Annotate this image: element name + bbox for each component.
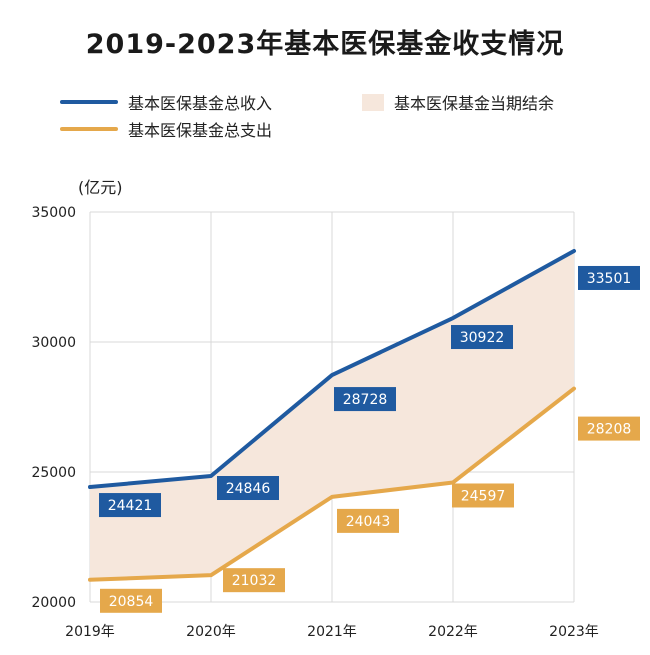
data-label-text: 24846 xyxy=(226,481,271,497)
data-label-box xyxy=(578,265,640,290)
data-label-text: 28208 xyxy=(587,422,632,438)
income-data-label: 24846 xyxy=(217,476,279,501)
data-label-box xyxy=(217,476,279,501)
legend-expense-label: 基本医保基金总支出 xyxy=(128,121,273,140)
legend-income-line-icon xyxy=(60,100,118,104)
y-tick-label: 20000 xyxy=(31,595,76,611)
expense-series-line xyxy=(88,386,576,582)
y-axis-unit-label: (亿元) xyxy=(78,178,123,197)
y-tick-label: 25000 xyxy=(31,465,76,481)
x-tick-label: 2023年 xyxy=(549,624,599,640)
income-data-label: 28728 xyxy=(334,387,396,412)
expense-data-label: 24043 xyxy=(337,508,399,533)
data-label-text: 24421 xyxy=(108,498,153,514)
data-label-box xyxy=(223,568,285,593)
expense-data-label: 21032 xyxy=(223,568,285,593)
income-series-line xyxy=(88,248,576,490)
data-label-box xyxy=(100,588,162,613)
legend-balance-swatch-icon xyxy=(362,93,384,111)
expense-data-label: 28208 xyxy=(578,416,640,441)
legend-balance-label: 基本医保基金当期结余 xyxy=(394,94,555,113)
x-tick-label: 2019年 xyxy=(65,624,115,640)
legend-expense: 基本医保基金总支出 xyxy=(60,117,272,141)
chart-title: 2019-2023年基本医保基金收支情况 xyxy=(85,29,565,60)
expense-data-label: 20854 xyxy=(100,588,162,613)
data-label-box xyxy=(451,325,513,350)
data-label-text: 21032 xyxy=(232,573,277,589)
expense-data-label: 24597 xyxy=(452,483,514,508)
data-label-box xyxy=(334,387,396,412)
legend-expense-line-icon xyxy=(60,127,118,131)
data-label-box xyxy=(452,483,514,508)
legend-income-label: 基本医保基金总收入 xyxy=(128,94,273,113)
data-label-box xyxy=(578,416,640,441)
x-tick-label: 2020年 xyxy=(186,624,236,640)
income-data-label: 30922 xyxy=(451,325,513,350)
income-data-label: 24421 xyxy=(99,493,161,518)
y-tick-label: 30000 xyxy=(31,335,76,351)
data-label-text: 33501 xyxy=(587,271,632,287)
x-tick-label: 2022年 xyxy=(428,624,478,640)
legend-balance: 基本医保基金当期结余 xyxy=(362,90,554,114)
data-label-text: 28728 xyxy=(343,392,388,408)
legend-income: 基本医保基金总收入 xyxy=(60,90,272,114)
data-label-text: 20854 xyxy=(109,594,154,610)
data-label-text: 24597 xyxy=(461,488,506,504)
income-data-label: 33501 xyxy=(578,265,640,290)
y-tick-label: 35000 xyxy=(31,205,76,221)
x-tick-label: 2021年 xyxy=(307,624,357,640)
data-label-text: 24043 xyxy=(346,514,391,530)
data-label-box xyxy=(99,493,161,518)
data-label-text: 30922 xyxy=(460,330,505,346)
data-label-box xyxy=(337,508,399,533)
